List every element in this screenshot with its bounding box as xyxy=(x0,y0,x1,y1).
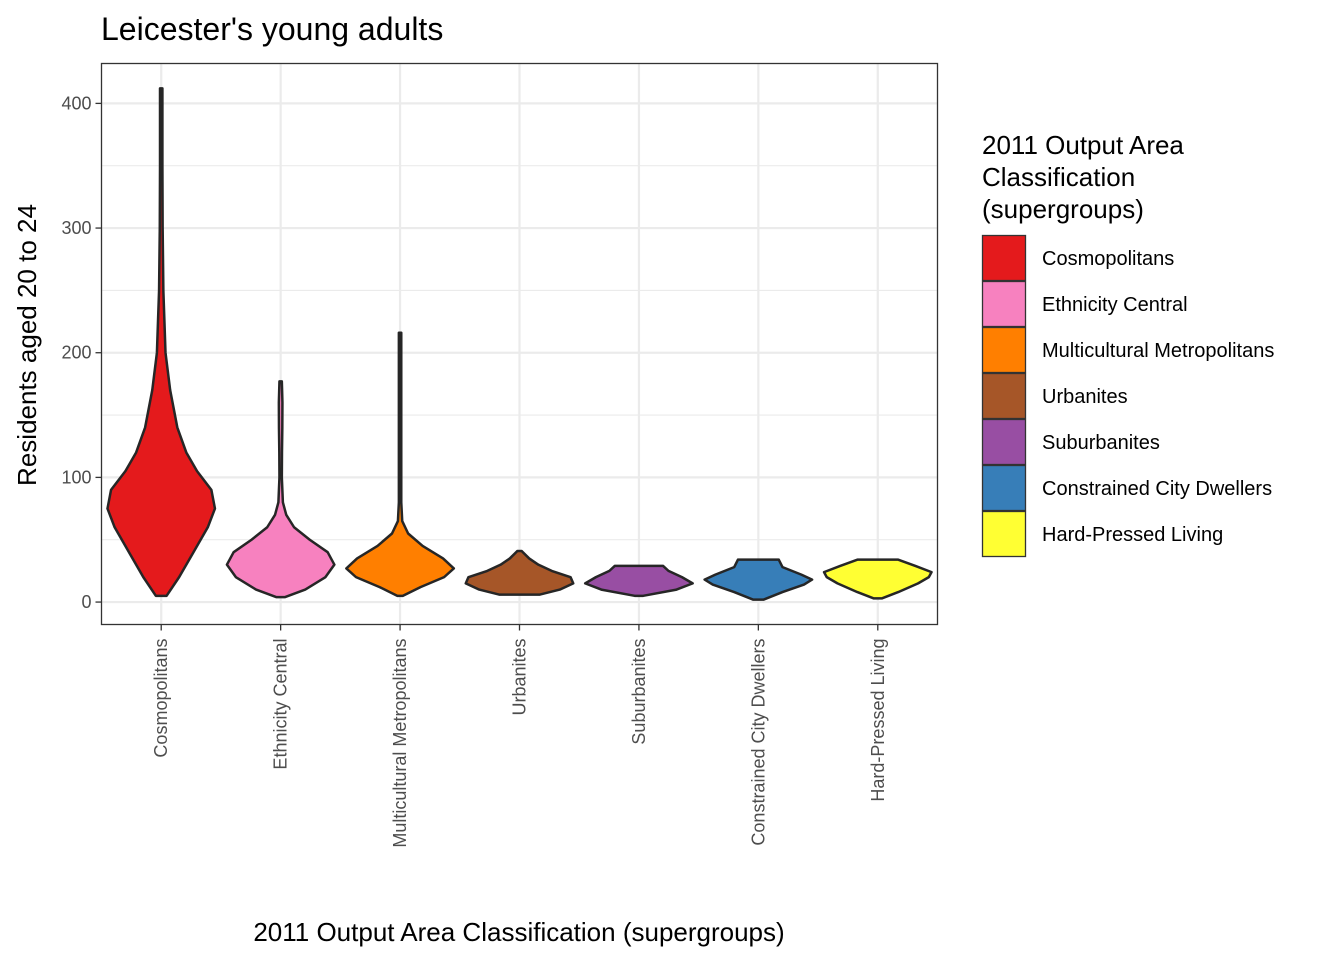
violin-cosmopolitans xyxy=(106,87,217,598)
legend-label: Urbanites xyxy=(1042,386,1128,408)
x-tick-label: Ethnicity Central xyxy=(271,639,291,770)
legend-label: Hard-Pressed Living xyxy=(1042,524,1223,546)
legend-key xyxy=(981,326,1027,374)
x-tick-label: Constrained City Dwellers xyxy=(748,639,768,846)
x-axis: Cosmopolitans Ethnicity Central Multicultu… xyxy=(151,624,888,848)
legend-key xyxy=(981,280,1027,328)
legend-title-line: 2011 Output Area xyxy=(982,130,1184,160)
grid-lines xyxy=(101,63,938,625)
violin-constrained-city-dwellers xyxy=(703,558,814,601)
legend-title-line: (supergroups) xyxy=(982,194,1144,224)
violins xyxy=(106,87,933,601)
x-axis-title: 2011 Output Area Classification (supergr… xyxy=(253,917,784,947)
x-tick-label: Urbanites xyxy=(510,639,530,716)
y-axis: 0 100 200 300 400 xyxy=(61,93,102,612)
x-tick-label: Hard-Pressed Living xyxy=(868,639,888,802)
legend-key xyxy=(981,234,1027,282)
chart-title: Leicester's young adults xyxy=(101,11,443,47)
x-tick-label: Suburbanites xyxy=(629,639,649,745)
legend-label: Ethnicity Central xyxy=(1042,294,1188,316)
violin-suburbanites xyxy=(583,564,694,598)
x-tick-label: Cosmopolitans xyxy=(151,639,171,758)
violin-hard-pressed-living xyxy=(822,558,933,600)
y-tick-label: 100 xyxy=(61,467,91,487)
violin-multicultural-metropolitans xyxy=(345,331,456,598)
legend-label: Constrained City Dwellers xyxy=(1042,478,1272,500)
legend-key xyxy=(981,510,1027,558)
y-tick-label: 200 xyxy=(61,343,91,363)
plot-panel xyxy=(100,62,939,626)
legend-key xyxy=(981,418,1027,466)
legend-label: Cosmopolitans xyxy=(1042,248,1174,270)
violin-urbanites xyxy=(464,549,575,596)
legend-title-line: Classification xyxy=(982,162,1135,192)
legend: 2011 Output AreaClassification(supergrou… xyxy=(981,130,1274,558)
violin-ethnicity-central xyxy=(225,380,336,599)
y-axis-title: Residents aged 20 to 24 xyxy=(12,204,42,486)
legend-label: Multicultural Metropolitans xyxy=(1042,340,1274,362)
x-tick-label: Multicultural Metropolitans xyxy=(390,639,410,848)
y-tick-label: 300 xyxy=(61,218,91,238)
legend-key xyxy=(981,372,1027,420)
y-tick-label: 0 xyxy=(81,592,91,612)
legend-label: Suburbanites xyxy=(1042,432,1160,454)
legend-key xyxy=(981,464,1027,512)
y-tick-label: 400 xyxy=(61,93,91,113)
